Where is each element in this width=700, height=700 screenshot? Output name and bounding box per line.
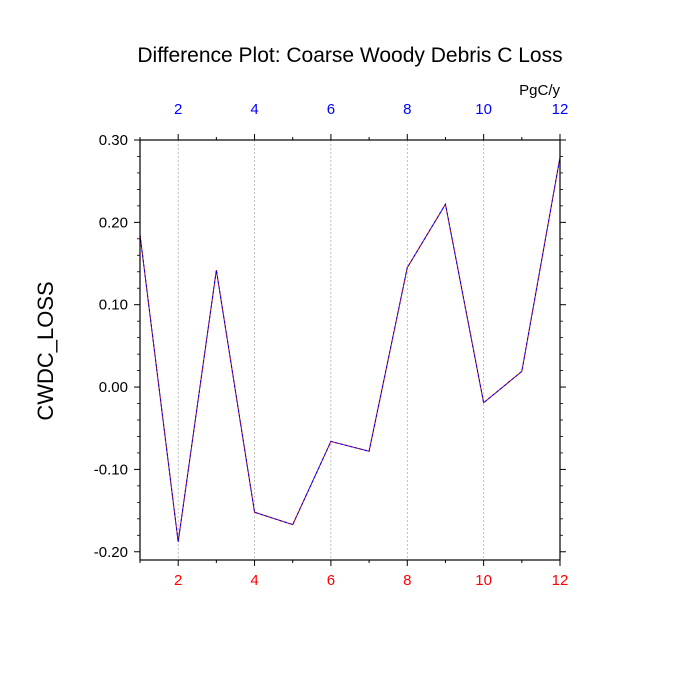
y-axis-label: CWDC_LOSS <box>33 281 58 420</box>
y-tick-label-2: 0.00 <box>99 379 128 396</box>
x-tick-label-bottom-4: 10 <box>475 572 492 589</box>
x-tick-label-top-5: 12 <box>552 101 569 118</box>
y-tick-label-3: 0.10 <box>99 297 128 314</box>
plot-frame <box>139 139 561 561</box>
x-tick-label-bottom-5: 12 <box>552 572 569 589</box>
chart-title: Difference Plot: Coarse Woody Debris C L… <box>137 44 562 67</box>
top-axis-unit: PgC/y <box>519 82 560 99</box>
grid-layer <box>177 140 484 560</box>
series-line-0 <box>139 157 561 542</box>
series-line-1 <box>139 157 561 542</box>
x-tick-label-bottom-2: 6 <box>327 572 335 589</box>
x-tick-label-top-3: 8 <box>403 101 411 118</box>
labels-layer: -0.20 -0.10 0.00 0.10 0.20 0.30 2 2 4 4 6 6 8 8 10 10 12… <box>94 101 569 589</box>
y-tick-label-0: -0.20 <box>94 544 128 561</box>
series-layer <box>139 157 561 542</box>
x-tick-label-top-1: 4 <box>250 101 258 118</box>
y-tick-label-5: 0.30 <box>99 132 128 149</box>
y-tick-label-4: 0.20 <box>99 214 128 231</box>
x-tick-label-top-2: 6 <box>327 101 335 118</box>
x-tick-label-top-0: 2 <box>174 101 182 118</box>
x-tick-label-bottom-1: 4 <box>250 572 258 589</box>
y-tick-label-1: -0.10 <box>94 461 128 478</box>
x-tick-label-top-4: 10 <box>475 101 492 118</box>
axes-layer <box>134 134 566 566</box>
x-tick-label-bottom-0: 2 <box>174 572 182 589</box>
x-tick-label-bottom-3: 8 <box>403 572 411 589</box>
